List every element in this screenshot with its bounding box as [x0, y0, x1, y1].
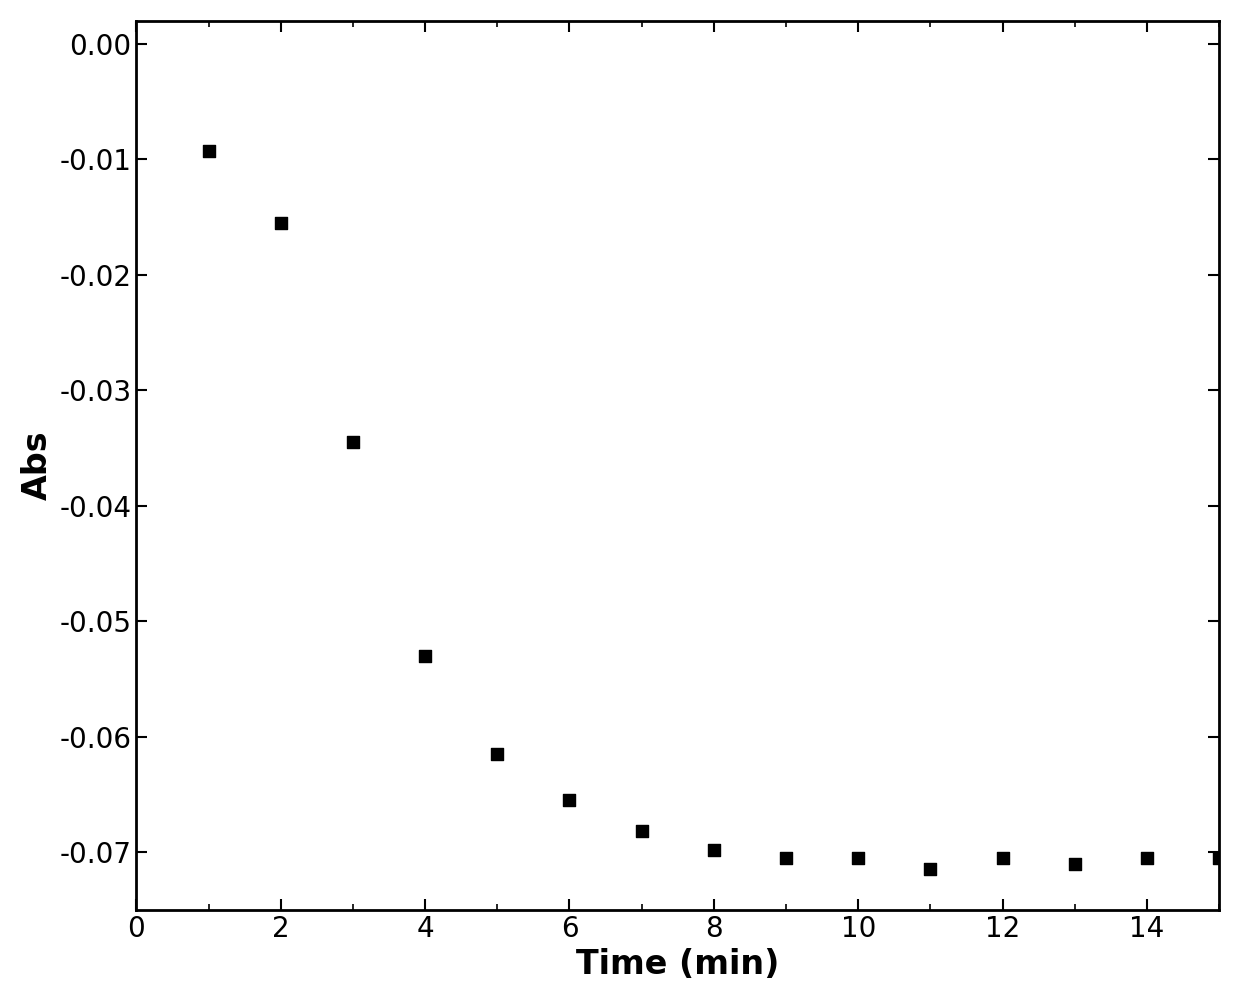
Point: [343, 434, 363, 450]
X-axis label: Time (min): Time (min): [577, 948, 780, 981]
Point: [415, 647, 435, 663]
Point: [631, 824, 651, 840]
Point: [198, 143, 218, 159]
Point: [270, 214, 290, 230]
Point: [487, 745, 507, 762]
Point: [1065, 856, 1085, 872]
Point: [1209, 850, 1229, 866]
Point: [1137, 850, 1157, 866]
Y-axis label: Abs: Abs: [21, 431, 53, 500]
Point: [848, 850, 868, 866]
Point: [776, 850, 796, 866]
Point: [559, 792, 579, 808]
Point: [704, 842, 724, 858]
Point: [993, 850, 1013, 866]
Point: [920, 862, 940, 878]
